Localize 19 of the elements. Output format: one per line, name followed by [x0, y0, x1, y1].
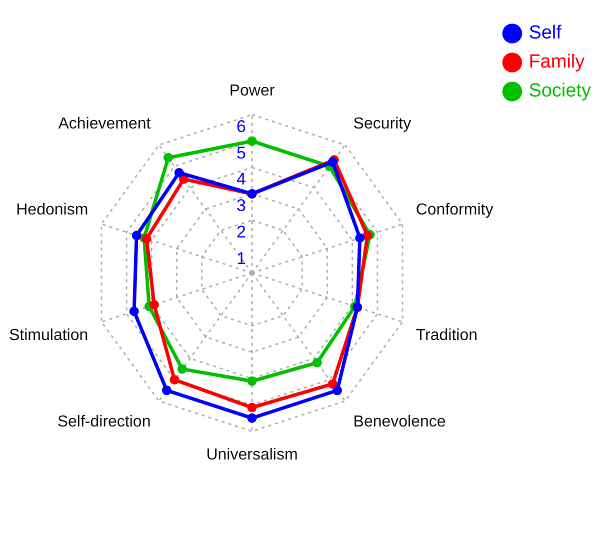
y-tick-label: 1	[236, 248, 246, 268]
spoke-label: Benevolence	[353, 413, 446, 430]
y-tick-label: 6	[236, 116, 246, 136]
legend-label: Family	[528, 52, 586, 73]
spoke-label: Hedonism	[16, 202, 88, 219]
spoke-label: Stimulation	[8, 327, 88, 344]
spoke-label: Achievement	[58, 115, 152, 132]
y-tick-label: 5	[236, 143, 246, 162]
legend-label: Society	[528, 80, 592, 102]
spoke-label: Universalism	[206, 446, 298, 464]
legend-label: Self	[528, 22, 562, 44]
y-tick-label: 3	[236, 196, 246, 216]
spoke-label: Power	[229, 82, 276, 100]
spoke-label: Tradition	[416, 327, 478, 344]
spoke-label: Self-direction	[57, 413, 151, 430]
spoke-label: Conformity	[416, 202, 494, 219]
y-tick-label: 2	[236, 222, 246, 242]
y-tick-label: 4	[236, 170, 246, 189]
spoke-label: Security	[353, 115, 412, 132]
